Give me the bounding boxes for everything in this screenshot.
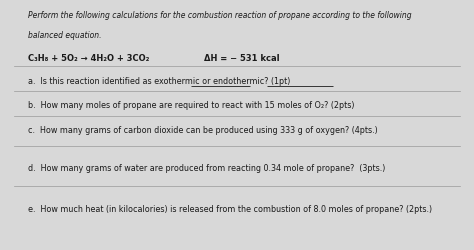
Text: a.  Is this reaction identified as exothermic or endothermic: a. Is this reaction identified as exothe… [28, 76, 264, 85]
Text: a.  Is this reaction identified as exothermic: a. Is this reaction identified as exothe… [28, 76, 200, 85]
Text: a.  Is this reaction identified as exothermic or: a. Is this reaction identified as exothe… [28, 76, 213, 85]
Text: C₃H₈ + 5O₂ → 4H₂O + 3CO₂: C₃H₈ + 5O₂ → 4H₂O + 3CO₂ [28, 54, 150, 63]
Text: a.  Is this reaction identified as: a. Is this reaction identified as [28, 76, 155, 85]
Text: e.  How much heat (in kilocalories) is released from the combustion of 8.0 moles: e. How much heat (in kilocalories) is re… [28, 204, 433, 213]
Text: d.  How many grams of water are produced from reacting 0.34 mole of propane?  (3: d. How many grams of water are produced … [28, 164, 386, 173]
Text: balanced equation.: balanced equation. [28, 31, 102, 40]
Text: c.  How many grams of carbon dioxide can be produced using 333 g of oxygen? (4pt: c. How many grams of carbon dioxide can … [28, 126, 378, 134]
Text: b.  How many moles of propane are required to react with 15 moles of O₂? (2pts): b. How many moles of propane are require… [28, 100, 355, 110]
Text: a.  Is this reaction identified as exothermic or endothermic? (1pt): a. Is this reaction identified as exothe… [28, 76, 291, 85]
Text: Perform the following calculations for the combustion reaction of propane accord: Perform the following calculations for t… [28, 11, 412, 20]
Text: ΔH = − 531 kcal: ΔH = − 531 kcal [204, 54, 280, 63]
